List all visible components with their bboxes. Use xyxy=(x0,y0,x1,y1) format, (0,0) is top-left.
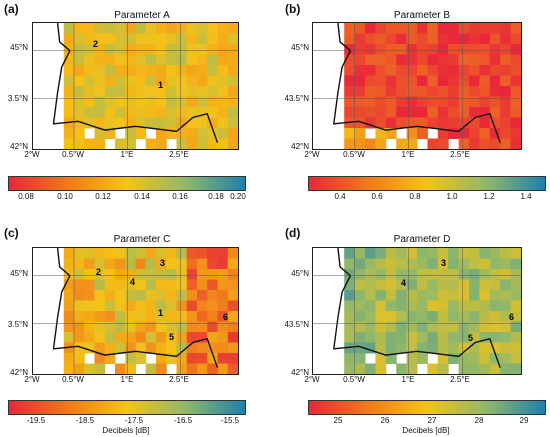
panel-c-cb-tick-4: -16.5 xyxy=(173,416,193,425)
panel-d-cb-tick-1: 25 xyxy=(333,416,343,425)
panel-d-lat-3: 42°N xyxy=(291,368,309,377)
panel-a-cb-tick-2: 0.10 xyxy=(57,192,73,201)
panel-c-annotation-6: 6 xyxy=(223,312,228,322)
panel-d-annotation-5: 5 xyxy=(468,333,473,343)
panel-b-lat-2: 43.5°N xyxy=(284,94,309,103)
panel-a-lon-3: 1°E xyxy=(120,150,134,159)
panel-a-cb-tick-7: 0.20 xyxy=(230,192,246,201)
panel-c-cb-tick-3: -17.5 xyxy=(124,416,144,425)
panel-d-lon-4: 2.5°E xyxy=(450,375,470,384)
panel-c-cb-label: Decibels [dB] xyxy=(102,426,150,435)
panel-c-lon-4: 2.5°E xyxy=(169,375,189,384)
panel-b-lat-3: 42°N xyxy=(291,142,309,151)
panel-a-cb-tick-6: 0.18 xyxy=(208,192,224,201)
panel-b-lon-3: 1°E xyxy=(401,150,415,159)
panel-d-letter: (d) xyxy=(285,226,301,240)
panel-b-cb-tick-6: 1.4 xyxy=(520,192,532,201)
panel-b-lon-1: 2°W xyxy=(304,150,320,159)
panel-d-cb-tick-3: 27 xyxy=(427,416,437,425)
panel-c-map: 2 4 3 1 5 6 xyxy=(32,247,239,375)
panel-a-annotation-1: 1 xyxy=(158,80,163,90)
panel-b-lon-4: 2.5°E xyxy=(450,150,470,159)
panel-a-cb-tick-3: 0.12 xyxy=(95,192,111,201)
panel-c-lat-2: 3.5°N xyxy=(7,320,28,329)
panel-c-title: Parameter C xyxy=(113,234,171,245)
panel-c-annotation-3: 3 xyxy=(160,258,165,268)
panel-b-map-svg xyxy=(313,23,521,149)
panel-d-map: 3 4 6 5 xyxy=(312,247,522,375)
panel-b-map xyxy=(312,22,522,150)
panel-d-colorbar xyxy=(308,400,546,415)
panel-a-lon-2: 0.5°W xyxy=(62,150,84,159)
panel-b-cb-tick-5: 1.2 xyxy=(483,192,495,201)
panel-b-cb-tick-4: 1.0 xyxy=(446,192,458,201)
panel-d-annotation-4: 4 xyxy=(401,278,406,288)
panel-d-cb-tick-2: 26 xyxy=(380,416,390,425)
panel-a-title: Parameter A xyxy=(114,10,170,21)
panel-b-title: Parameter B xyxy=(393,10,451,21)
panel-b-cb-tick-3: 0.8 xyxy=(409,192,421,201)
panel-d-annotation-6: 6 xyxy=(509,312,514,322)
panel-b-colorbar xyxy=(308,176,546,191)
panel-c-letter: (c) xyxy=(4,226,19,240)
panel-a-lat-3: 42°N xyxy=(10,142,28,151)
panel-c-cb-tick-2: -18.5 xyxy=(75,416,95,425)
panel-a-cb-tick-1: 0.08 xyxy=(18,192,34,201)
panel-d-lon-2: 0.5°W xyxy=(343,375,365,384)
panel-d-title: Parameter D xyxy=(393,234,451,245)
panel-d-lat-1: 45°N xyxy=(291,269,309,278)
panel-c-lat-1: 45°N xyxy=(10,269,28,278)
panel-b-letter: (b) xyxy=(285,2,301,16)
panel-c-annotation-1: 1 xyxy=(158,308,163,318)
panel-a-cb-tick-5: 0.16 xyxy=(172,192,188,201)
panel-d-map-svg: 3 4 6 5 xyxy=(313,248,521,374)
panel-b-lat-1: 45°N xyxy=(291,43,309,52)
panel-d-cb-tick-4: 28 xyxy=(474,416,484,425)
panel-c-lon-1: 2°W xyxy=(24,375,40,384)
panel-a-colorbar xyxy=(8,176,246,191)
panel-a-letter: (a) xyxy=(4,2,19,16)
panel-b-cb-tick-1: 0.4 xyxy=(334,192,346,201)
panel-d-lon-1: 2°W xyxy=(304,375,320,384)
panel-b-lon-2: 0.5°W xyxy=(343,150,365,159)
panel-c-annotation-2: 2 xyxy=(96,267,101,277)
panel-c-lat-3: 42°N xyxy=(10,368,28,377)
panel-c-annotation-5: 5 xyxy=(169,332,174,342)
panel-a-lat-1: 45°N xyxy=(10,43,28,52)
panel-a-lat-2: 3.5°N xyxy=(7,94,28,103)
panel-c-lon-2: 0.5°W xyxy=(62,375,84,384)
panel-a-cb-tick-4: 0.14 xyxy=(134,192,150,201)
panel-d-lon-3: 1°E xyxy=(401,375,415,384)
panel-d-cb-tick-5: 29 xyxy=(519,416,529,425)
panel-a-map-svg: 21 xyxy=(33,23,238,149)
panel-a-lon-4: 2.5°E xyxy=(169,150,189,159)
panel-c-cb-tick-5: -15.5 xyxy=(220,416,240,425)
panel-d-lat-2: 43.5°N xyxy=(284,320,309,329)
panel-c-map-svg: 2 4 3 1 5 6 xyxy=(33,248,238,374)
panel-d-cb-label: Decibels [dB] xyxy=(402,426,450,435)
panel-b-cb-tick-2: 0.6 xyxy=(371,192,383,201)
panel-a-annotation-2: 2 xyxy=(93,39,98,49)
panel-c-cb-tick-1: -19.5 xyxy=(26,416,46,425)
panel-c-colorbar xyxy=(8,400,246,415)
panel-c-lon-3: 1°E xyxy=(120,375,134,384)
panel-d-annotation-3: 3 xyxy=(441,258,446,268)
panel-c-annotation-4: 4 xyxy=(130,277,135,287)
panel-a-lon-1: 2°W xyxy=(24,150,40,159)
